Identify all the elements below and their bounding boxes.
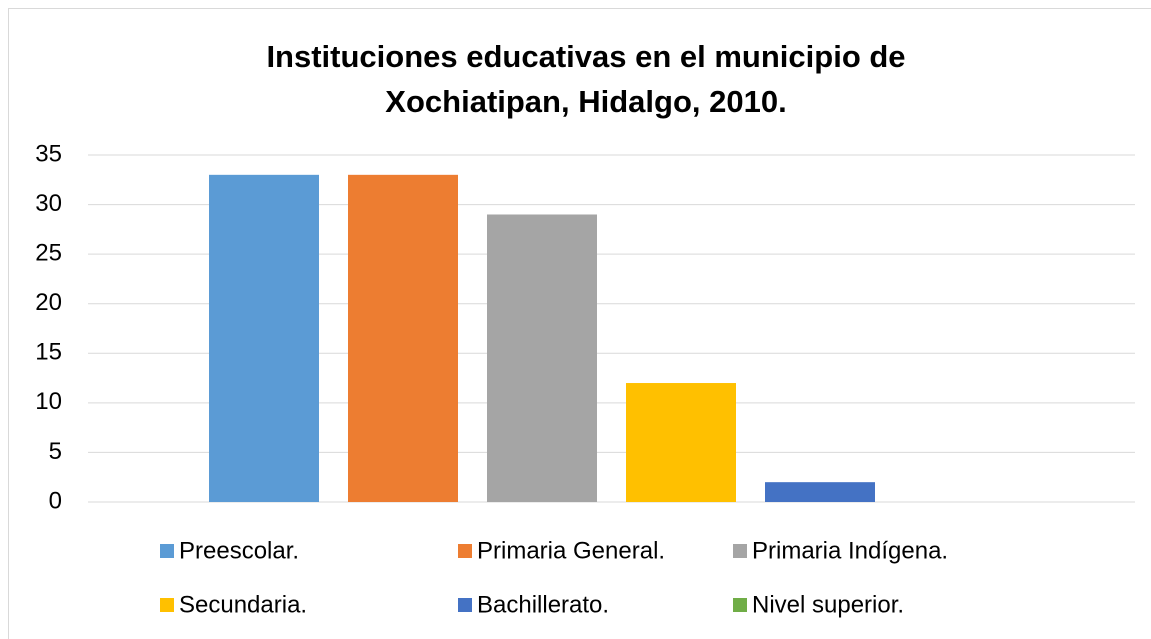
legend-swatch <box>733 544 747 558</box>
legend-label: Primaria Indígena. <box>752 537 948 564</box>
chart-border <box>8 8 1151 639</box>
y-tick-label: 20 <box>35 289 62 316</box>
y-tick-label: 35 <box>35 140 62 167</box>
legend-swatch <box>458 544 472 558</box>
legend-swatch <box>733 598 747 612</box>
bar <box>348 174 458 503</box>
legend-swatch <box>160 544 174 558</box>
legend-label: Bachillerato. <box>477 591 609 618</box>
legend-label: Preescolar. <box>179 537 299 564</box>
y-tick-label: 15 <box>35 339 62 366</box>
chart-title: Instituciones educativas en el municipio… <box>266 39 906 119</box>
y-tick-label: 10 <box>35 388 62 415</box>
bar <box>487 214 597 502</box>
legend-swatch <box>160 598 174 612</box>
bar <box>765 482 875 502</box>
legend-label: Primaria General. <box>477 537 665 564</box>
y-tick-label: 25 <box>35 239 62 266</box>
bar <box>626 383 736 502</box>
y-tick-label: 0 <box>49 487 62 514</box>
bar <box>209 174 319 503</box>
y-tick-label: 5 <box>49 438 62 465</box>
legend-label: Nivel superior. <box>752 591 904 618</box>
legend-label: Secundaria. <box>179 591 307 618</box>
legend-swatch <box>458 598 472 612</box>
y-tick-label: 30 <box>35 190 62 217</box>
